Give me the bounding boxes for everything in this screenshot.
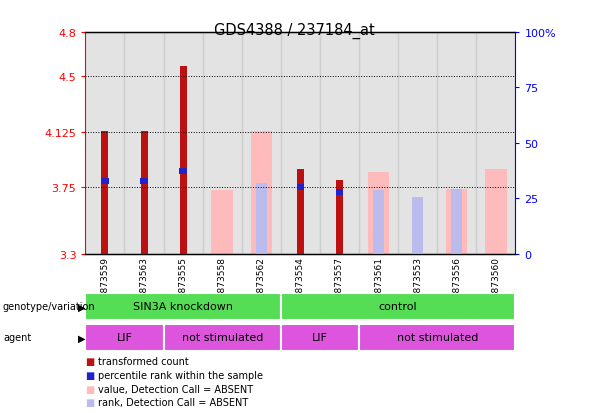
Text: transformed count: transformed count — [98, 356, 189, 366]
Bar — [180, 67, 187, 254]
Text: LIF: LIF — [312, 332, 328, 343]
Text: genotype/variation: genotype/variation — [3, 301, 95, 312]
Bar — [101, 132, 108, 254]
Bar — [281, 293, 515, 320]
Bar — [241, 33, 281, 254]
Bar — [85, 293, 281, 320]
Bar — [336, 180, 343, 254]
Bar — [485, 170, 507, 254]
Bar — [203, 33, 241, 254]
Text: rank, Detection Call = ABSENT: rank, Detection Call = ABSENT — [98, 397, 249, 407]
Bar — [164, 324, 281, 351]
Bar — [141, 132, 148, 254]
Bar — [85, 33, 124, 254]
Text: ▶: ▶ — [78, 301, 85, 312]
Bar — [250, 132, 272, 254]
Bar — [368, 173, 389, 254]
Bar — [359, 33, 398, 254]
Bar — [373, 191, 384, 254]
Text: not stimulated: not stimulated — [396, 332, 478, 343]
Bar — [359, 324, 515, 351]
Text: control: control — [379, 301, 418, 312]
Bar — [211, 191, 233, 254]
Text: agent: agent — [3, 332, 31, 343]
Bar — [124, 33, 164, 254]
Text: ■: ■ — [85, 384, 95, 394]
Text: percentile rank within the sample: percentile rank within the sample — [98, 370, 263, 380]
Bar — [437, 33, 477, 254]
Text: ▶: ▶ — [78, 332, 85, 343]
Bar — [296, 185, 305, 191]
Text: not stimulated: not stimulated — [181, 332, 263, 343]
Bar — [412, 198, 423, 254]
Bar — [164, 33, 203, 254]
Bar — [101, 179, 109, 185]
Bar — [140, 179, 148, 185]
Bar — [256, 183, 267, 254]
Bar — [179, 169, 187, 174]
Bar — [297, 170, 304, 254]
Bar — [477, 33, 515, 254]
Bar — [398, 33, 437, 254]
Bar — [320, 33, 359, 254]
Bar — [451, 189, 462, 254]
Bar — [446, 189, 468, 254]
Text: value, Detection Call = ABSENT: value, Detection Call = ABSENT — [98, 384, 253, 394]
Text: SIN3A knockdown: SIN3A knockdown — [133, 301, 233, 312]
Text: LIF: LIF — [117, 332, 133, 343]
Text: ■: ■ — [85, 370, 95, 380]
Bar — [336, 189, 343, 195]
Bar — [281, 324, 359, 351]
Text: ■: ■ — [85, 356, 95, 366]
Bar — [85, 324, 164, 351]
Text: ■: ■ — [85, 397, 95, 407]
Text: GDS4388 / 237184_at: GDS4388 / 237184_at — [214, 23, 375, 39]
Bar — [281, 33, 320, 254]
